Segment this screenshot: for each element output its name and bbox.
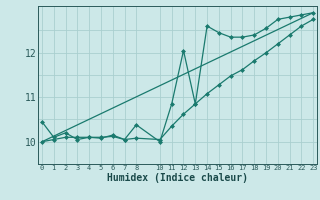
- X-axis label: Humidex (Indice chaleur): Humidex (Indice chaleur): [107, 173, 248, 183]
